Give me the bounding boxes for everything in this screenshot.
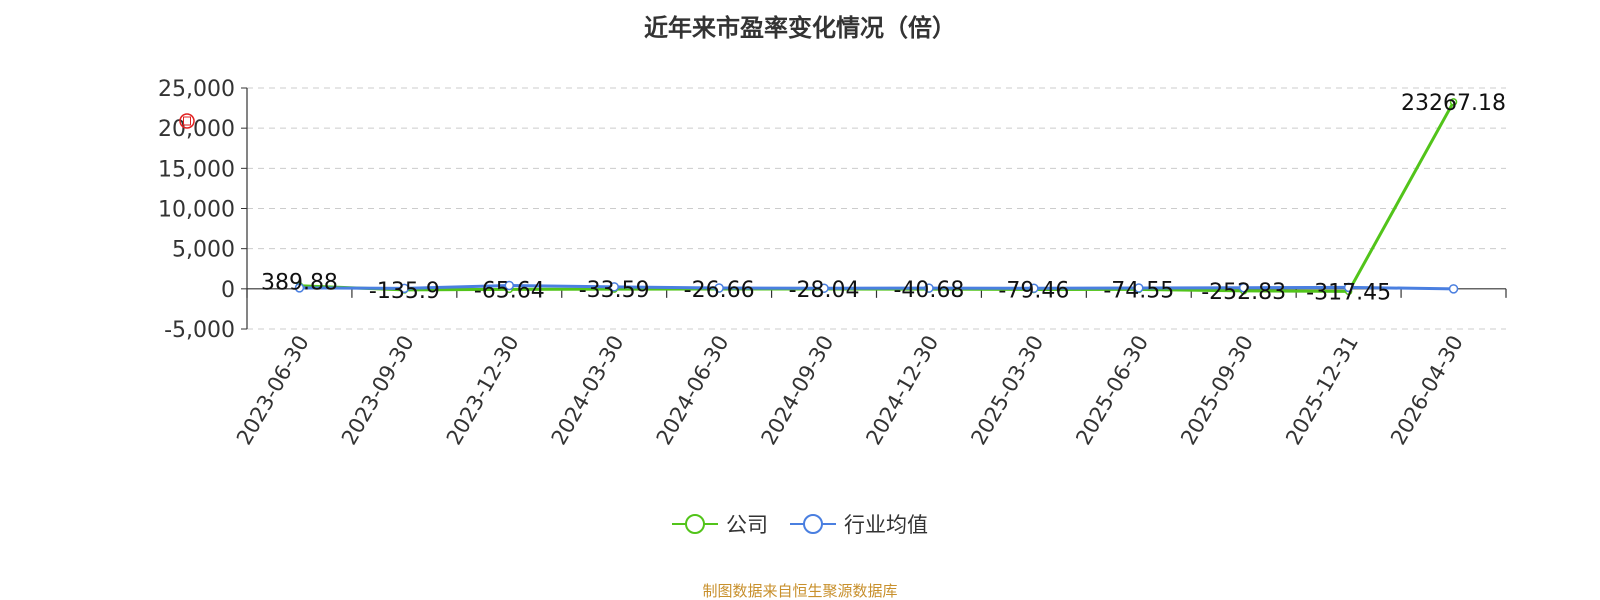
industry-data-point bbox=[819, 283, 829, 293]
legend-item-company[interactable]: 公司 bbox=[672, 509, 768, 539]
data-label: -26.66 bbox=[684, 278, 755, 303]
data-label: -40.68 bbox=[893, 278, 964, 303]
data-label: 23267.18 bbox=[1401, 91, 1506, 116]
x-tick-label: 2024-03-30 bbox=[547, 331, 629, 449]
x-tick-label: 2025-06-30 bbox=[1071, 331, 1153, 449]
x-tick-label: 2026-04-30 bbox=[1386, 331, 1468, 449]
series-line-industry-average bbox=[299, 283, 1454, 291]
legend: 公司 行业均值 bbox=[0, 509, 1600, 539]
x-tick-label: 2025-03-30 bbox=[966, 331, 1048, 449]
x-axis-tick-labels: 2023-06-30 2023-09-30 2023-12-30 2024-03-30… bbox=[232, 331, 1468, 449]
grid-lines bbox=[247, 87, 1506, 330]
y-tick-label: 0 bbox=[221, 278, 235, 303]
x-tick-label: 2025-09-30 bbox=[1176, 331, 1258, 449]
data-label: -65.64 bbox=[474, 278, 545, 303]
y-tick-label: 10,000 bbox=[158, 198, 235, 223]
x-tick-label: 2023-06-30 bbox=[232, 331, 314, 449]
y-axis-tick-labels: 25,000 20,000 15,000 10,000 5,000 0 -5,000 bbox=[158, 77, 235, 343]
industry-data-point bbox=[294, 283, 305, 293]
industry-data-point bbox=[609, 282, 619, 292]
x-tick-label: 2024-09-30 bbox=[757, 331, 839, 449]
industry-data-point bbox=[714, 283, 724, 293]
y-tick-label: 5,000 bbox=[172, 238, 235, 263]
series-lines bbox=[294, 98, 1459, 296]
y-tick-label: 15,000 bbox=[158, 157, 235, 182]
data-label: -252.83 bbox=[1201, 280, 1286, 305]
chart-title: 近年来市盈率变化情况（倍） bbox=[644, 14, 956, 42]
industry-data-point bbox=[1238, 282, 1249, 293]
x-tick-label: 2023-09-30 bbox=[337, 331, 419, 449]
data-label: -33.59 bbox=[579, 278, 650, 303]
x-tick-label: 2025-12-31 bbox=[1281, 331, 1363, 449]
data-label: -135.9 bbox=[369, 279, 440, 304]
x-tick-label: 2024-12-30 bbox=[861, 331, 943, 449]
legend-label-company: 公司 bbox=[726, 513, 768, 537]
y-tick-label: 20,000 bbox=[158, 117, 235, 142]
legend-label-industry-average: 行业均值 bbox=[844, 513, 928, 537]
industry-data-point bbox=[1448, 284, 1459, 294]
source-note: 制图数据来自恒生聚源数据库 bbox=[702, 582, 898, 600]
company-data-point bbox=[1449, 98, 1458, 106]
data-label: -74.55 bbox=[1103, 278, 1174, 303]
data-label: -317.45 bbox=[1306, 280, 1391, 305]
data-labels: 389.88 -135.9 -65.64 -33.59 -26.66 -28.04 -40.… bbox=[261, 91, 1506, 305]
y-tick-label: -5,000 bbox=[164, 318, 235, 343]
series-line-company bbox=[299, 101, 1455, 293]
legend-item-industry-average[interactable]: 行业均值 bbox=[790, 509, 928, 539]
data-label: -79.46 bbox=[998, 278, 1069, 303]
legend-green-line-icon bbox=[672, 514, 718, 534]
data-label: -28.04 bbox=[789, 278, 860, 303]
industry-data-point bbox=[1343, 282, 1354, 293]
legend-blue-line-icon bbox=[790, 514, 836, 534]
x-tick-label: 2023-12-30 bbox=[442, 331, 524, 449]
watermark-stamp-icon bbox=[179, 113, 195, 129]
y-tick-label: 25,000 bbox=[158, 77, 235, 102]
industry-data-point bbox=[1134, 283, 1144, 293]
industry-data-point bbox=[924, 283, 934, 293]
industry-data-point bbox=[1029, 283, 1039, 294]
data-label: 389.88 bbox=[261, 271, 338, 296]
x-tick-label: 2024-06-30 bbox=[652, 331, 734, 449]
industry-data-point bbox=[399, 283, 410, 294]
industry-data-point bbox=[504, 280, 515, 291]
